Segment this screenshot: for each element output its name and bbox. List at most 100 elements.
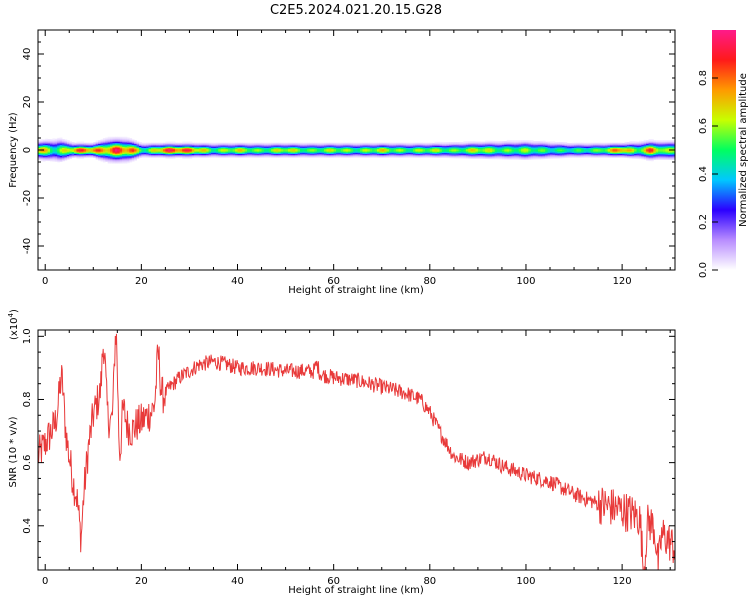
heatmap-cell <box>227 154 231 157</box>
heatmap-cell <box>429 145 433 147</box>
heatmap-cell <box>525 145 529 147</box>
heatmap-cell <box>280 153 284 156</box>
heatmap-cell <box>504 143 508 146</box>
heatmap-cell <box>429 150 433 152</box>
heatmap-cell <box>562 146 565 149</box>
heatmap-cell <box>446 154 450 156</box>
heatmap-cell <box>576 148 580 151</box>
heatmap-cell <box>463 146 467 148</box>
heatmap-cell <box>364 146 368 148</box>
heatmap-cell <box>196 154 200 157</box>
heatmap-cell <box>50 150 53 152</box>
heatmap-cell <box>182 157 186 159</box>
heatmap-cell <box>283 156 286 158</box>
heatmap-cell <box>90 156 94 158</box>
heatmap-cell <box>249 142 253 145</box>
heatmap-cell <box>309 153 313 156</box>
heatmap-cell <box>230 144 234 146</box>
heatmap-cell <box>564 154 568 156</box>
heatmap-cell <box>658 152 661 154</box>
heatmap-cell <box>287 156 291 158</box>
heatmap-cell <box>124 154 128 157</box>
heatmap-cell <box>129 154 133 157</box>
heatmap-cell <box>525 151 529 153</box>
heatmap-cell <box>251 146 255 148</box>
heatmap-cell <box>338 147 342 150</box>
heatmap-cell <box>114 146 118 148</box>
heatmap-cell <box>400 154 404 157</box>
heatmap-cell <box>550 152 553 154</box>
heatmap-cell <box>624 144 628 146</box>
heatmap-cell <box>324 142 327 145</box>
heatmap-cell <box>602 150 606 152</box>
heatmap-cell <box>468 150 472 153</box>
heatmap-cell <box>271 150 274 152</box>
heatmap-cell <box>153 151 157 153</box>
heatmap-cell <box>617 150 621 152</box>
heatmap-cell <box>45 147 49 149</box>
heatmap-cell <box>100 156 104 158</box>
heatmap-cell <box>242 156 246 158</box>
heatmap-cell <box>542 144 546 146</box>
heatmap-cell <box>112 146 116 148</box>
heatmap-cell <box>114 150 118 152</box>
heatmap-cell <box>324 146 327 148</box>
heatmap-cell <box>533 153 536 155</box>
heatmap-cell <box>412 154 416 157</box>
heatmap-cell <box>384 146 387 148</box>
heatmap-cell <box>485 141 488 144</box>
heatmap-cell <box>499 148 503 150</box>
heatmap-cell <box>239 150 243 152</box>
heatmap-cell <box>648 142 652 145</box>
heatmap-cell <box>446 143 450 145</box>
heatmap-cell <box>386 152 390 154</box>
heatmap-cell <box>489 147 493 150</box>
heatmap-cell <box>393 144 397 146</box>
heatmap-cell <box>42 145 46 148</box>
heatmap-cell <box>391 150 395 152</box>
heatmap-cell <box>653 144 657 146</box>
heatmap-cell <box>107 136 111 139</box>
heatmap-cell <box>239 156 243 158</box>
heatmap-cell <box>581 142 585 145</box>
heatmap-cell <box>364 156 368 158</box>
heatmap-cell <box>119 139 123 141</box>
heatmap-cell <box>403 150 407 152</box>
heatmap-cell <box>148 152 152 154</box>
heatmap-cell <box>278 146 282 148</box>
heatmap-cell <box>62 148 65 151</box>
heatmap-cell <box>492 155 496 157</box>
heatmap-cell <box>179 150 183 152</box>
heatmap-cell <box>275 148 279 151</box>
heatmap-cell <box>45 139 49 142</box>
heatmap-cell <box>477 141 481 144</box>
heatmap-cell <box>134 141 137 143</box>
heatmap-cell <box>523 154 527 157</box>
heatmap-cell <box>403 148 407 151</box>
heatmap-cell <box>410 154 414 157</box>
heatmap-cell <box>167 144 171 146</box>
heatmap-cell <box>285 145 289 147</box>
heatmap-cell <box>45 141 49 143</box>
heatmap-cell <box>309 151 313 153</box>
heatmap-cell <box>261 154 265 157</box>
heatmap-cell <box>211 146 214 148</box>
heatmap-cell <box>278 151 282 153</box>
heatmap-cell <box>131 158 135 161</box>
heatmap-cell <box>571 154 575 157</box>
heatmap-cell <box>516 154 520 157</box>
heatmap-cell <box>540 151 544 154</box>
heatmap-cell <box>71 143 75 145</box>
heatmap-cell <box>81 151 85 153</box>
heatmap-cell <box>662 141 666 144</box>
heatmap-cell <box>263 142 267 145</box>
heatmap-cell <box>650 139 654 141</box>
heatmap-cell <box>107 151 111 153</box>
heatmap-cell <box>314 150 318 152</box>
heatmap-cell <box>381 151 385 153</box>
heatmap-cell <box>629 145 633 148</box>
heatmap-cell <box>143 154 147 157</box>
heatmap-cell <box>62 156 65 158</box>
heatmap-cell <box>148 142 152 145</box>
heatmap-cell <box>283 144 286 146</box>
